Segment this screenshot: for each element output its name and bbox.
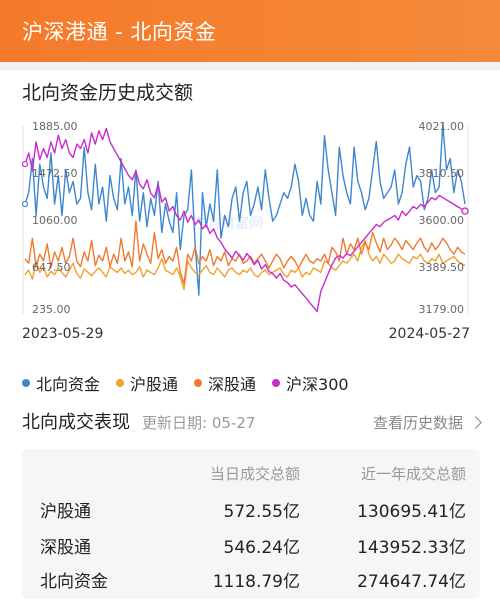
series-line-1 (24, 239, 466, 291)
x-start-date: 2023-05-29 (22, 326, 103, 342)
row-today-sh-connect: 572.55亿 (223, 502, 300, 522)
x-end-date: 2024-05-27 (389, 326, 470, 342)
history-data-link-label: 查看历史数据 (372, 414, 463, 432)
legend-label-csi300: 沪深300 (286, 375, 349, 394)
history-chart[interactable]: 东方财富网1885.001472.501060.00647.50235.0040… (22, 118, 470, 348)
legend-dot-sz-connect (194, 379, 203, 387)
legend-label-sh-connect: 沪股通 (130, 375, 179, 394)
row-today-northbound: 1118.79亿 (212, 572, 300, 592)
app-header: 沪深港通 - 北向资金 (0, 0, 500, 62)
header-title: 沪深港通 - 北向资金 (22, 20, 217, 44)
col-header-today: 当日成交总额 (209, 465, 300, 483)
row-name-sz-connect: 深股通 (40, 538, 91, 558)
col-header-year: 近一年成交总额 (360, 465, 466, 483)
row-year-northbound: 274647.74亿 (357, 572, 466, 592)
row-year-sh-connect: 130695.41亿 (357, 502, 466, 522)
left-axis-tick-0: 1885.00 (32, 120, 78, 133)
left-axis-tick-4: 235.00 (32, 303, 71, 316)
row-name-sh-connect: 沪股通 (40, 502, 91, 522)
history-chart-title: 北向资金历史成交额 (22, 82, 194, 104)
legend-item-csi300[interactable]: 沪深300 (272, 371, 349, 395)
legend-dot-northbound (22, 379, 30, 387)
left-axis-tick-1: 1472.50 (32, 167, 78, 180)
section-divider (0, 62, 500, 70)
series-line-3 (24, 127, 466, 313)
performance-table: 当日成交总额 近一年成交总额 沪股通 572.55亿 130695.41亿 深股… (22, 449, 480, 599)
legend-dot-csi300 (272, 379, 281, 387)
legend-item-sz-connect[interactable]: 深股通 (194, 371, 256, 395)
update-date: 更新日期: 05-27 (142, 414, 256, 432)
left-axis-tick-3: 647.50 (32, 261, 71, 274)
series-line-2 (24, 220, 466, 285)
series-end-marker-3 (461, 207, 469, 215)
legend-item-sh-connect[interactable]: 沪股通 (116, 371, 178, 395)
left-axis-tick-2: 1060.00 (32, 214, 78, 227)
performance-title: 北向成交表现 (22, 412, 130, 433)
legend-dot-sh-connect (116, 379, 125, 387)
row-name-northbound: 北向资金 (40, 572, 108, 592)
chart-legend: 北向资金 沪股通 深股通 沪深300 (22, 371, 349, 395)
right-axis-tick-0: 4021.00 (419, 120, 465, 133)
chevron-right-icon (469, 416, 482, 429)
series-start-marker-3 (22, 161, 29, 168)
row-today-sz-connect: 546.24亿 (223, 538, 300, 558)
right-axis-tick-1: 3810.50 (419, 167, 465, 180)
right-axis-tick-4: 3179.00 (419, 303, 465, 316)
legend-label-sz-connect: 深股通 (208, 375, 257, 394)
series-start-marker-0 (22, 200, 29, 208)
right-axis-tick-3: 3389.50 (419, 261, 465, 274)
history-data-link[interactable]: 查看历史数据 (372, 412, 482, 433)
series-line-0 (24, 123, 466, 296)
performance-header: 北向成交表现 更新日期: 05-27 查看历史数据 (22, 408, 482, 434)
legend-item-northbound[interactable]: 北向资金 (22, 371, 100, 395)
row-year-sz-connect: 143952.33亿 (357, 538, 466, 558)
right-axis-tick-2: 3600.00 (419, 214, 465, 227)
legend-label-northbound: 北向资金 (36, 375, 101, 394)
